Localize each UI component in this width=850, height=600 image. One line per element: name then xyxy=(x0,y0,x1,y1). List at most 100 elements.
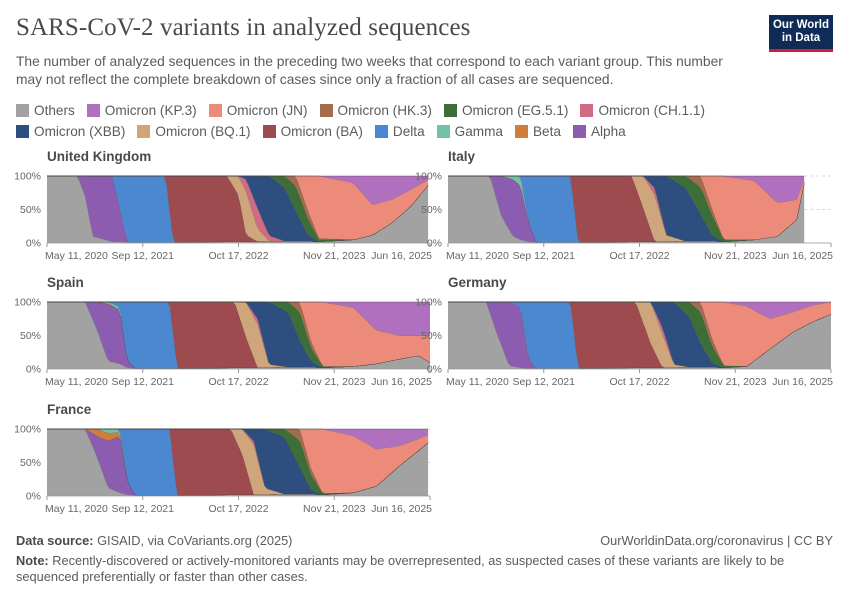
area-series-omicron-ba[interactable] xyxy=(448,176,805,243)
note-label: Note: xyxy=(16,553,49,568)
owid-logo[interactable]: Our World in Data xyxy=(769,15,833,52)
legend-item[interactable]: Omicron (XBB) xyxy=(16,124,125,139)
x-tick-label: Nov 21, 2023 xyxy=(303,503,366,515)
y-tick-label: 50% xyxy=(20,457,41,469)
legend-item[interactable]: Omicron (CH.1.1) xyxy=(580,103,705,118)
area-series-omicron-ba[interactable] xyxy=(47,302,430,369)
area-series-omicron-ba[interactable] xyxy=(448,302,831,369)
area-series-omicron-kp-3[interactable] xyxy=(47,302,430,336)
x-tick-label: May 11, 2020 xyxy=(446,376,509,388)
legend-swatch xyxy=(262,125,276,138)
legend-item[interactable]: Omicron (EG.5.1) xyxy=(443,103,569,118)
area-series-delta[interactable] xyxy=(448,176,805,243)
area-series-omicron-kp-3[interactable] xyxy=(448,302,831,319)
legend-swatch xyxy=(16,104,29,117)
legend-swatch xyxy=(580,104,594,117)
y-tick-label: 100% xyxy=(415,171,442,183)
x-tick-label: Oct 17, 2022 xyxy=(609,250,669,262)
area-series-alpha[interactable] xyxy=(448,176,805,243)
y-tick-label: 50% xyxy=(20,204,41,216)
y-tick-label: 0% xyxy=(26,491,41,503)
legend-label: Omicron (KP.3) xyxy=(104,103,197,118)
x-tick-label: Oct 17, 2022 xyxy=(208,503,268,515)
legend-swatch xyxy=(86,104,100,117)
area-chart-panel: 0% 50% 100% May 11, 2020 Sep 12, 2021 Oct 17,… xyxy=(14,171,432,263)
y-tick-label: 0% xyxy=(26,364,41,376)
area-series-omicron-jn[interactable] xyxy=(47,302,430,367)
y-tick-label: 100% xyxy=(14,297,41,309)
y-tick-label: 50% xyxy=(20,330,41,342)
x-tick-label: Sep 12, 2021 xyxy=(513,250,576,262)
area-series-others[interactable] xyxy=(47,429,429,496)
area-series-delta[interactable] xyxy=(47,429,429,496)
x-tick-label: Nov 21, 2023 xyxy=(704,250,767,262)
area-series-alpha[interactable] xyxy=(47,176,429,243)
area-series-others[interactable] xyxy=(448,302,831,369)
area-series-omicron-kp-3[interactable] xyxy=(448,176,805,203)
legend-label: Gamma xyxy=(454,124,503,139)
area-series-alpha[interactable] xyxy=(47,429,429,496)
area-series-omicron-kp-3[interactable] xyxy=(47,176,429,205)
y-tick-label: 50% xyxy=(421,204,442,216)
x-tick-label: Sep 12, 2021 xyxy=(112,503,175,515)
area-series-omicron-bq-1[interactable] xyxy=(47,429,429,495)
legend-label: Omicron (XBB) xyxy=(34,124,126,139)
area-series-others[interactable] xyxy=(448,176,805,243)
legend-item[interactable]: Alpha xyxy=(572,124,626,139)
panel-title: Spain xyxy=(47,275,84,290)
data-source-label: Data source: xyxy=(16,533,94,548)
area-series-omicron-jn[interactable] xyxy=(47,429,429,494)
area-series-omicron-kp-3[interactable] xyxy=(47,429,429,450)
x-tick-label: Jun 16, 2025 xyxy=(772,250,833,262)
legend-item[interactable]: Delta xyxy=(374,124,425,139)
x-tick-label: Sep 12, 2021 xyxy=(513,376,576,388)
x-tick-label: Oct 17, 2022 xyxy=(208,250,268,262)
x-tick-label: Jun 16, 2025 xyxy=(371,376,432,388)
area-series-delta[interactable] xyxy=(47,302,430,369)
chart-subtitle: The number of analyzed sequences in the … xyxy=(16,54,723,87)
site-credit[interactable]: OurWorldinData.org/coronavirus | CC BY xyxy=(600,533,833,548)
x-tick-label: May 11, 2020 xyxy=(45,250,108,262)
x-tick-label: Jun 16, 2025 xyxy=(371,250,432,262)
area-series-omicron-eg-5-1[interactable] xyxy=(448,176,805,242)
legend-item[interactable]: Beta xyxy=(514,124,561,139)
area-series-others[interactable] xyxy=(47,302,430,369)
legend-item[interactable]: Omicron (JN) xyxy=(208,103,308,118)
y-tick-label: 0% xyxy=(427,238,442,250)
legend-label: Omicron (EG.5.1) xyxy=(461,103,569,118)
legend-label: Omicron (JN) xyxy=(226,103,308,118)
area-series-omicron-ba[interactable] xyxy=(47,429,429,496)
x-tick-label: Sep 12, 2021 xyxy=(112,250,175,262)
legend-label: Omicron (BA) xyxy=(280,124,363,139)
legend-swatch xyxy=(208,104,222,117)
x-tick-label: Oct 17, 2022 xyxy=(208,376,268,388)
legend-label: Delta xyxy=(392,124,425,139)
area-series-delta[interactable] xyxy=(47,176,429,243)
x-tick-label: Jun 16, 2025 xyxy=(772,376,833,388)
area-series-omicron-jn[interactable] xyxy=(448,176,805,240)
legend-label: Omicron (CH.1.1) xyxy=(598,103,705,118)
area-series-omicron-jn[interactable] xyxy=(448,302,831,367)
legend-item[interactable]: Omicron (KP.3) xyxy=(86,103,197,118)
footer-note: Note: Recently-discovered or actively-mo… xyxy=(16,553,796,585)
legend-item[interactable]: Omicron (BQ.1) xyxy=(137,124,251,139)
legend-item[interactable]: Omicron (BA) xyxy=(262,124,363,139)
area-series-omicron-ba[interactable] xyxy=(47,176,429,243)
data-source-text[interactable]: GISAID, via CoVariants.org (2025) xyxy=(97,533,293,548)
area-series-omicron-jn[interactable] xyxy=(47,176,429,240)
legend-label: Others xyxy=(34,103,75,118)
area-series-omicron-bq-1[interactable] xyxy=(47,176,429,242)
chart-legend: Others Omicron (KP.3) Omicron (JN) Omicron … xyxy=(16,100,816,142)
legend-item[interactable]: Others xyxy=(16,103,75,118)
legend-item[interactable]: Omicron (HK.3) xyxy=(319,103,432,118)
x-tick-label: Nov 21, 2023 xyxy=(704,376,767,388)
legend-item[interactable]: Gamma xyxy=(436,124,503,139)
y-tick-label: 0% xyxy=(427,364,442,376)
area-chart-panel: 0% 50% 100% May 11, 2020 Sep 12, 2021 Oct 17,… xyxy=(415,171,833,263)
x-tick-label: Jun 16, 2025 xyxy=(371,503,432,515)
area-series-others[interactable] xyxy=(47,176,429,243)
legend-swatch xyxy=(572,125,586,138)
area-series-delta[interactable] xyxy=(448,302,831,369)
x-tick-label: Oct 17, 2022 xyxy=(609,376,669,388)
legend-swatch xyxy=(443,104,457,117)
